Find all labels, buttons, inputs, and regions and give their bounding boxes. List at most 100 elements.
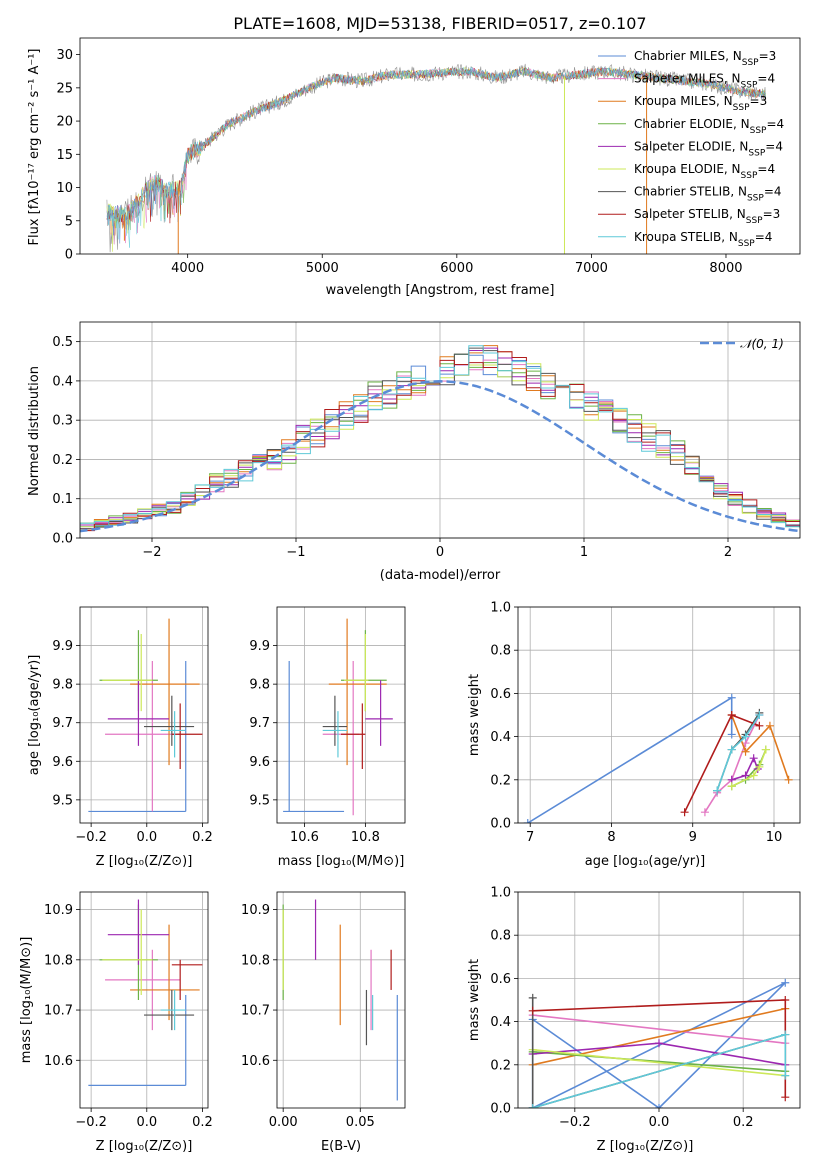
y-tick-label: 10.6: [44, 1054, 73, 1069]
y-axis-label: mass weight: [467, 674, 482, 756]
axes-frame: [517, 891, 801, 1109]
spectrum-lines: [106, 63, 767, 254]
y-tick-label: 9.6: [52, 755, 73, 770]
legend-label-tail: =3: [763, 207, 781, 221]
legend-label-text: Salpeter MILES, N: [634, 72, 741, 86]
x-tick-label: 0: [436, 545, 444, 560]
y-axis-label: Normed distribution: [27, 366, 42, 496]
weight-marker: [749, 754, 758, 763]
y-tick-label: 9.5: [249, 793, 270, 808]
weight-line: [532, 1051, 786, 1073]
weight-marker: [749, 771, 758, 780]
y-tick-label: 0.1: [52, 492, 73, 507]
axes-frame: [276, 606, 406, 824]
weight-marker: [781, 1030, 790, 1039]
y-tick-label: 9.9: [52, 639, 73, 654]
weight-marker: [523, 819, 532, 823]
y-axis-label: mass weight: [467, 959, 482, 1041]
axes: 7 8 9 10 0.0 0.2 0.4 0.6 0.8 1.0: [490, 601, 782, 846]
error-crosses: [283, 618, 393, 816]
x-tick-label: 7000: [575, 261, 608, 276]
y-tick-label: 0.4: [490, 730, 511, 745]
y-tick-label: 10.7: [44, 1004, 73, 1019]
histogram-series: [80, 345, 800, 528]
y-tick-label: 10.8: [44, 953, 73, 968]
x-tick-label: 10: [766, 830, 783, 845]
y-axis-label: mass [log₁₀(M/M⊙)]: [19, 937, 34, 1064]
weight-marker: [713, 786, 722, 795]
weight-marker: [528, 993, 537, 1002]
y-tick-label: 0.6: [490, 687, 511, 702]
x-tick-label: 10.8: [351, 830, 380, 845]
y-tick-label: 9.8: [249, 678, 270, 693]
x-tick-label: 8000: [709, 261, 742, 276]
legend-label-subscript: SSP: [746, 216, 763, 226]
y-tick-label: 9.7: [249, 716, 270, 731]
axes-frame: [276, 891, 406, 1109]
x-tick-label: 5000: [306, 261, 339, 276]
weight-marker: [781, 1093, 790, 1102]
x-tick-label: 9: [689, 830, 697, 845]
legend-label: Salpeter MILES, NSSP=4: [634, 72, 775, 91]
weight-marker: [680, 808, 689, 817]
y-tick-label: 15: [56, 148, 73, 163]
weight-marker: [781, 978, 790, 987]
y-tick-label: 0.8: [490, 929, 511, 944]
y-tick-label: 5: [65, 214, 73, 229]
weight-marker: [755, 711, 764, 719]
mass-vs-ebv-panel: 0.00 0.05 10.6 10.7 10.8 10.9 E(B-V): [241, 891, 406, 1154]
x-axis-label: Z [log₁₀(Z/Z⊙)]: [96, 854, 193, 869]
weight-line: [731, 756, 759, 781]
y-tick-label: 0.2: [490, 773, 511, 788]
legend-label-tail: =4: [757, 162, 775, 176]
weight-marker: [741, 732, 750, 741]
axes: −0.2 0.0 0.2 9.5 9.6 9.7 9.8 9.9: [52, 639, 212, 845]
legend-label: Chabrier ELODIE, NSSP=4: [634, 117, 784, 136]
legend-label-tail: =3: [759, 49, 777, 63]
histograms: [80, 345, 800, 533]
x-tick-label: −2: [142, 545, 161, 560]
grid: [80, 892, 208, 1108]
weight-marker: [727, 782, 736, 791]
x-axis-label: E(B-V): [321, 1139, 361, 1154]
weight-marker: [727, 730, 736, 739]
y-tick-label: 25: [56, 81, 73, 96]
axes-frame: [79, 606, 209, 824]
x-tick-label: 2: [724, 545, 732, 560]
legend-label-text: Chabrier STELIB, N: [634, 185, 747, 199]
axes-frame: [79, 321, 801, 539]
weight-line: [730, 714, 790, 781]
x-tick-label: −0.2: [559, 1115, 591, 1130]
error-crosses: [88, 899, 203, 1086]
x-axis-label: age [log₁₀(age/yr)]: [585, 854, 706, 869]
legend-label: Kroupa MILES, NSSP=3: [634, 94, 767, 113]
y-tick-label: 9.9: [249, 639, 270, 654]
y-tick-label: 20: [56, 115, 73, 130]
gaussian-curve: [80, 380, 800, 533]
y-tick-label: 0.0: [52, 532, 73, 547]
x-tick-label: 1: [580, 545, 588, 560]
y-axis-label: age [log₁₀(age/yr)]: [27, 655, 42, 776]
legend-label-subscript: SSP: [738, 239, 755, 249]
y-tick-label: 9.7: [52, 716, 73, 731]
x-axis-label: mass [log₁₀(M/M⊙)]: [278, 854, 405, 869]
weight-marker: [727, 693, 736, 702]
legend-label-tail: =4: [764, 185, 782, 199]
weight-lines: [523, 693, 793, 823]
x-axis-label: Z [log₁₀(Z/Z⊙)]: [597, 1139, 694, 1154]
y-tick-label: 0.3: [52, 414, 73, 429]
y-tick-label: 1.0: [490, 601, 511, 616]
y-tick-label: 0.2: [490, 1058, 511, 1073]
y-tick-label: 0.4: [52, 374, 73, 389]
legend-label-text: Salpeter ELODIE, N: [634, 139, 748, 153]
weight-line: [532, 1048, 786, 1077]
legend-label-subscript: SSP: [741, 171, 758, 181]
weight-marker: [727, 745, 736, 754]
y-tick-label: 10.9: [241, 903, 270, 918]
weight-vs-age-panel: 7 8 9 10 0.0 0.2 0.4 0.6 0.8 1.0 age [log₁₀(age/y…: [467, 601, 801, 869]
weight-marker: [761, 745, 770, 754]
age-vs-mass-panel: 10.6 10.8 9.5 9.6 9.7 9.8 9.9 mass [log₁₀(M/M⊙…: [249, 606, 406, 869]
y-tick-label: 9.5: [52, 793, 73, 808]
legend-label-text: Kroupa MILES, N: [634, 94, 733, 108]
